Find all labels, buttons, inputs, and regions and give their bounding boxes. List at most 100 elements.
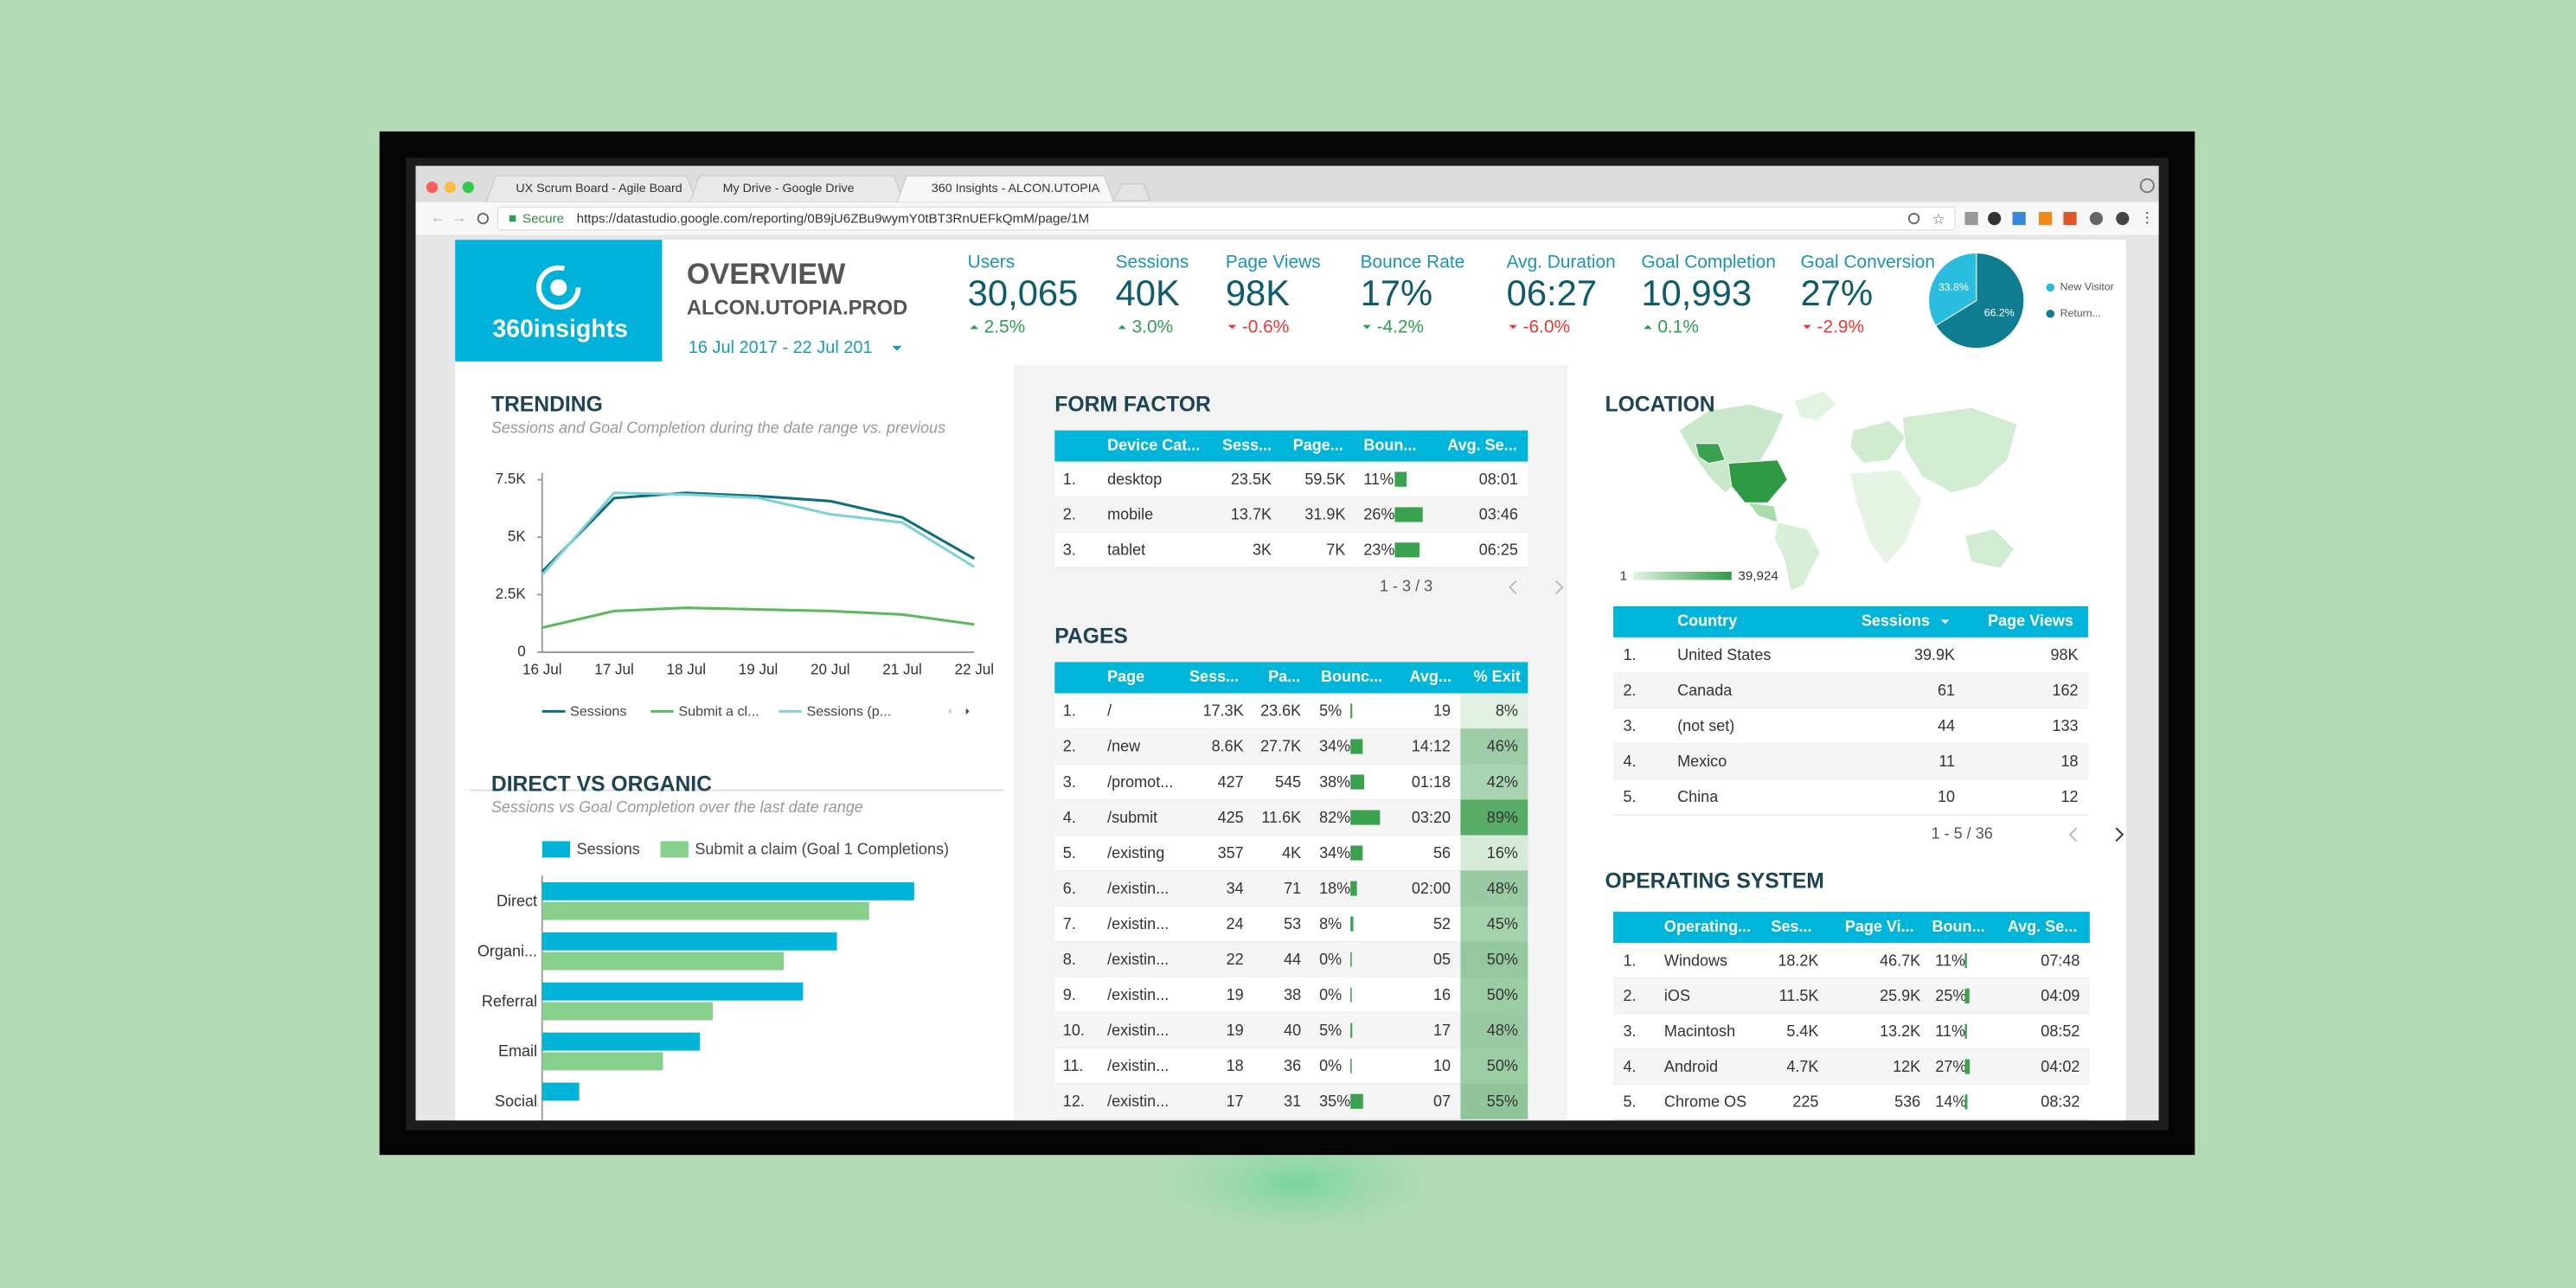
table-cell: 23.6K [1260,702,1301,720]
column-header[interactable]: Sess... [1222,436,1272,453]
extension-icon[interactable] [2089,212,2104,226]
kpi-arrow [1509,324,1517,330]
table-cell: 46% [1487,738,1518,755]
table-cell: 18% [1319,880,1350,897]
extension-icon[interactable] [1988,212,2002,226]
column-header[interactable]: Boun... [1363,436,1416,453]
table-cell: 2. [1063,738,1076,755]
extension-icon[interactable] [1964,212,1978,226]
table-cell: 17 [1433,1022,1451,1039]
profile-icon[interactable] [2139,178,2155,194]
kpi-change: 3.0% [1132,317,1174,336]
bounce-bar [1350,952,1352,967]
sort-indicator[interactable] [1940,619,1950,625]
table-cell: 12 [2060,788,2078,805]
table-cell: Android [1664,1058,1718,1075]
table-cell: 34 [1227,880,1244,897]
table-cell: 13.7K [1231,506,1272,523]
section-title: LOCATION [1605,394,1715,417]
column-header[interactable]: Country [1677,612,1737,630]
extension-icon[interactable] [2038,212,2053,226]
table-cell: 24 [1227,915,1244,932]
table-cell: 45% [1487,915,1518,932]
tab-title[interactable]: UX Scrum Board - Agile Board [516,182,682,195]
extension-icon[interactable] [2063,212,2077,226]
column-header[interactable]: Page [1107,668,1144,685]
search-icon[interactable] [1907,212,1920,225]
heatmap-cell [1460,906,1528,942]
column-header[interactable]: Avg... [1410,668,1451,685]
table-cell: 133 [2052,717,2078,734]
y-tick-label: Direct [497,892,537,909]
column-header[interactable]: Pa... [1268,668,1300,685]
table-cell: 14% [1935,1093,1966,1111]
url[interactable]: https://datastudio.google.com/reporting/… [577,212,1090,227]
column-header[interactable]: Operating... [1664,918,1751,935]
column-header[interactable]: Page Views [1988,612,2073,630]
table-cell: 40 [1284,1022,1301,1039]
bookmark-star[interactable]: ☆ [1932,211,1945,227]
table-cell: 42% [1487,773,1518,791]
table-cell: /existin... [1107,986,1169,1003]
column-header[interactable]: Device Cat... [1107,436,1200,453]
new-tab-button[interactable] [1112,183,1151,202]
column-header[interactable]: % Exit [1474,668,1521,685]
reload-button[interactable] [477,212,490,225]
table-cell: 1. [1623,646,1636,663]
table-cell: 7. [1063,915,1076,932]
column-header[interactable]: Ses... [1771,918,1811,935]
table-row [1613,943,2090,978]
forward-button[interactable]: → [452,209,466,226]
date-range[interactable]: 16 Jul 2017 - 22 Jul 201 [689,338,873,357]
table-cell: Chrome OS [1664,1093,1746,1111]
table-row [1054,532,1528,568]
column-header[interactable]: Sess... [1189,668,1239,685]
omnibox[interactable] [497,206,1956,231]
table-cell: 61 [1938,682,1955,699]
menu-button[interactable]: ⋮ [2140,209,2155,226]
minimize-button[interactable] [444,181,457,194]
pager-next[interactable] [2115,827,2124,843]
table-cell: China [1677,788,1719,805]
extension-icon[interactable] [2012,212,2026,226]
pie-label: 33.8% [1938,281,1969,293]
table-row [1054,870,1528,907]
x-tick-label: 20 Jul [811,661,850,677]
bounce-bar [1350,845,1363,861]
close-button[interactable] [426,181,439,194]
kpi-arrow [1118,324,1126,330]
legend-next[interactable] [965,708,970,715]
column-header[interactable]: Page... [1293,436,1343,453]
tab-title[interactable]: 360 Insights - ALCON.UTOPIA [932,182,1100,195]
table-row [1054,835,1528,871]
settings-icon[interactable] [2116,212,2130,226]
column-header[interactable]: Page Vi... [1845,918,1914,935]
kpi-change: 0.1% [1657,317,1699,336]
logo-box [455,240,663,362]
column-header[interactable]: Sessions [1862,612,1930,630]
pager-prev[interactable] [1509,580,1517,595]
table-cell: 07:48 [2041,952,2079,969]
table-row [1054,764,1528,800]
table-row [1613,637,2088,673]
date-dropdown[interactable] [892,345,902,351]
legend-prev[interactable] [947,708,952,715]
pager-next[interactable] [1554,580,1564,595]
tab-title[interactable]: My Drive - Google Drive [723,182,855,195]
column-header[interactable]: Bounc... [1321,668,1382,685]
zoom-button[interactable] [462,181,474,194]
logo-text: 360insights [492,315,628,343]
table-cell: 6. [1063,880,1076,897]
column-header[interactable]: Avg. Se... [2008,918,2078,935]
pager-prev[interactable] [2068,827,2078,843]
table-row [1054,977,1528,1013]
column-header[interactable]: Avg. Se... [1447,436,1517,453]
table-cell: 50% [1487,951,1518,968]
table-cell: 3. [1063,541,1076,558]
legend-swatch [2046,283,2054,292]
table-cell: /new [1107,738,1141,755]
legend-label: Sessions (p... [807,704,892,720]
column-header[interactable]: Boun... [1932,918,1985,935]
back-button[interactable]: ← [431,209,445,226]
